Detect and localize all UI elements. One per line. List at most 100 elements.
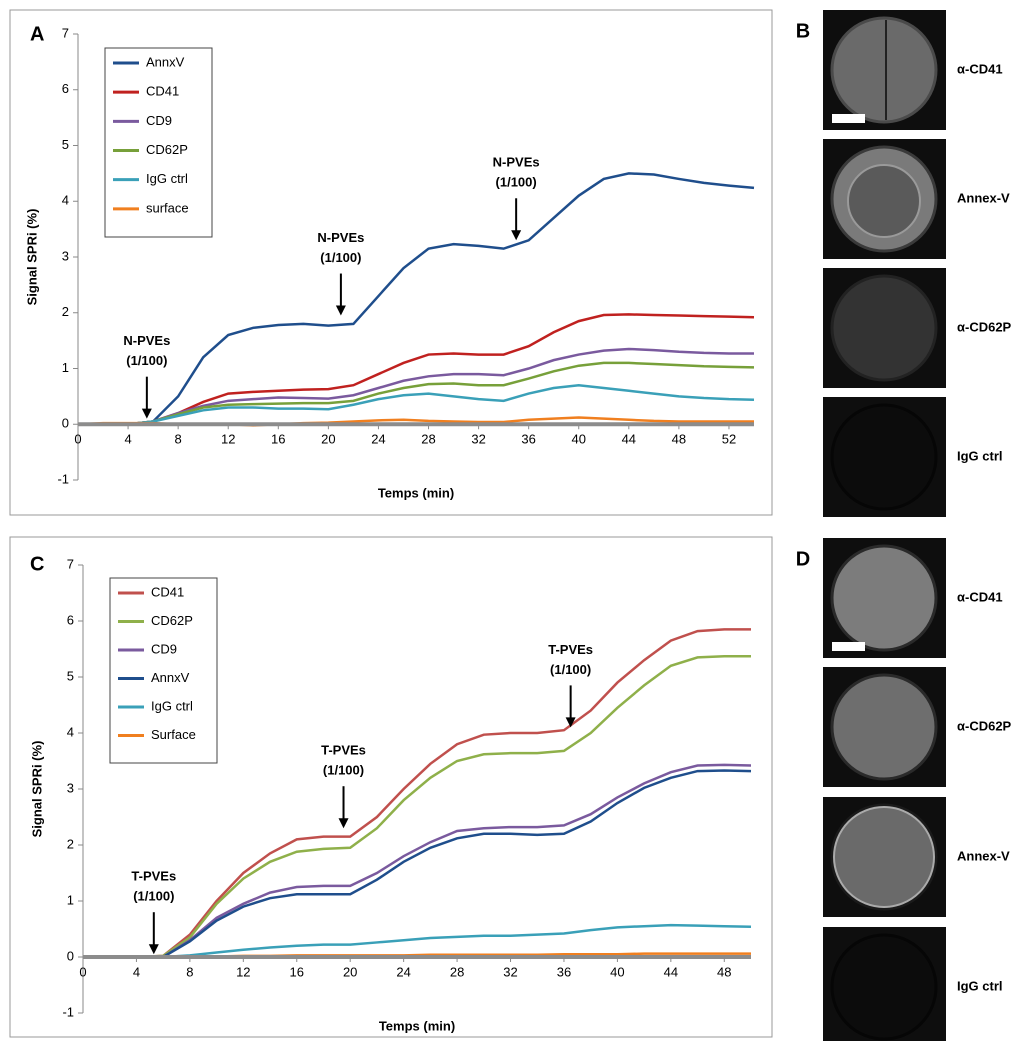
image-caption: α-CD62P (957, 718, 1012, 733)
x-tick-label: 44 (622, 432, 636, 447)
annotation-text: (1/100) (320, 250, 361, 265)
spot (830, 403, 938, 511)
x-tick-label: 24 (371, 432, 385, 447)
y-tick-label: 2 (62, 304, 69, 319)
arrow-head (335, 305, 346, 316)
legend-label: IgG ctrl (151, 698, 193, 713)
y-tick-label: 7 (62, 25, 69, 40)
series-line (83, 769, 752, 959)
annotation-text: (1/100) (323, 763, 364, 778)
legend-label: CD9 (146, 113, 172, 128)
annotation-text: N-PVEs (317, 230, 364, 245)
y-tick-label: -1 (62, 1004, 74, 1019)
spot (830, 803, 938, 911)
legend-box (109, 577, 218, 764)
panel-label: D (796, 548, 810, 570)
y-tick-label: 2 (67, 836, 74, 851)
legend-label: IgG ctrl (146, 171, 188, 186)
y-tick-label: 5 (62, 137, 69, 152)
x-tick-label: 36 (521, 432, 535, 447)
arrow-head (148, 944, 159, 955)
legend-label: surface (146, 200, 189, 215)
y-tick-label: 3 (62, 248, 69, 263)
arrow-head (511, 230, 522, 241)
panel-label: A (30, 23, 44, 45)
x-tick-label: 0 (79, 964, 86, 979)
annotation-text: N-PVEs (493, 155, 540, 170)
y-tick-label: 6 (62, 81, 69, 96)
annotation-text: (1/100) (126, 353, 167, 368)
x-tick-label: 52 (722, 432, 736, 447)
y-tick-label: 4 (62, 193, 69, 208)
scale-bar (832, 642, 865, 651)
series-line (78, 347, 754, 426)
image-caption: α-CD41 (957, 589, 1003, 604)
x-tick-label: 24 (396, 964, 410, 979)
image-caption: IgG ctrl (957, 448, 1003, 463)
annotation-text: T-PVEs (321, 743, 366, 758)
x-tick-label: 28 (450, 964, 464, 979)
x-tick-label: 16 (271, 432, 285, 447)
y-tick-label: 5 (67, 668, 74, 683)
annotation-text: (1/100) (550, 662, 591, 677)
legend-label: CD62P (151, 613, 193, 628)
legend-label: CD62P (146, 142, 188, 157)
spot-edge (833, 806, 935, 908)
y-tick-label: 3 (67, 780, 74, 795)
annotation-text: (1/100) (133, 889, 174, 904)
x-tick-label: 0 (74, 432, 81, 447)
legend-label: AnnxV (146, 54, 185, 69)
y-tick-label: -1 (57, 471, 69, 486)
panel-label: C (30, 553, 44, 575)
y-tick-label: 0 (67, 948, 74, 963)
legend-label: Surface (151, 727, 196, 742)
y-tick-label: 7 (67, 556, 74, 571)
spot (830, 16, 938, 124)
series-line (83, 628, 751, 959)
x-tick-label: 48 (672, 432, 686, 447)
series-line (83, 923, 752, 959)
annotation-text: N-PVEs (123, 333, 170, 348)
x-tick-label: 40 (610, 964, 624, 979)
spot (830, 933, 938, 1041)
x-axis-title: Temps (min) (378, 485, 454, 500)
y-axis-title: Signal SPRi (%) (29, 741, 44, 838)
y-tick-label: 0 (62, 416, 69, 431)
image-caption: α-CD41 (957, 61, 1003, 76)
y-tick-label: 1 (67, 892, 74, 907)
spot (830, 544, 938, 652)
arrow-head (338, 818, 349, 829)
x-tick-label: 48 (717, 964, 731, 979)
x-tick-label: 28 (421, 432, 435, 447)
series-line (78, 172, 755, 426)
y-tick-label: 1 (62, 360, 69, 375)
x-axis-title: Temps (min) (379, 1018, 455, 1033)
x-tick-label: 40 (572, 432, 586, 447)
image-caption: IgG ctrl (957, 978, 1003, 993)
y-tick-label: 4 (67, 724, 74, 739)
x-tick-label: 44 (664, 964, 678, 979)
image-caption: Annex-V (957, 848, 1010, 863)
x-tick-label: 12 (221, 432, 235, 447)
arrow-head (141, 408, 152, 419)
arrow-head (565, 717, 576, 728)
legend-label: CD41 (146, 84, 179, 99)
x-tick-label: 8 (186, 964, 193, 979)
legend-label: AnnxV (151, 670, 190, 685)
x-tick-label: 32 (471, 432, 485, 447)
x-tick-label: 20 (321, 432, 335, 447)
spot (830, 673, 938, 781)
legend-box (104, 47, 213, 238)
x-tick-label: 4 (124, 432, 131, 447)
x-tick-label: 16 (290, 964, 304, 979)
x-tick-label: 12 (236, 964, 250, 979)
legend-label: CD9 (151, 641, 177, 656)
series-line (83, 655, 751, 959)
series-line (78, 313, 755, 426)
spot-inner (847, 164, 921, 238)
series-line (78, 361, 755, 426)
spot (830, 274, 938, 382)
scale-bar (832, 114, 865, 123)
x-tick-label: 20 (343, 964, 357, 979)
